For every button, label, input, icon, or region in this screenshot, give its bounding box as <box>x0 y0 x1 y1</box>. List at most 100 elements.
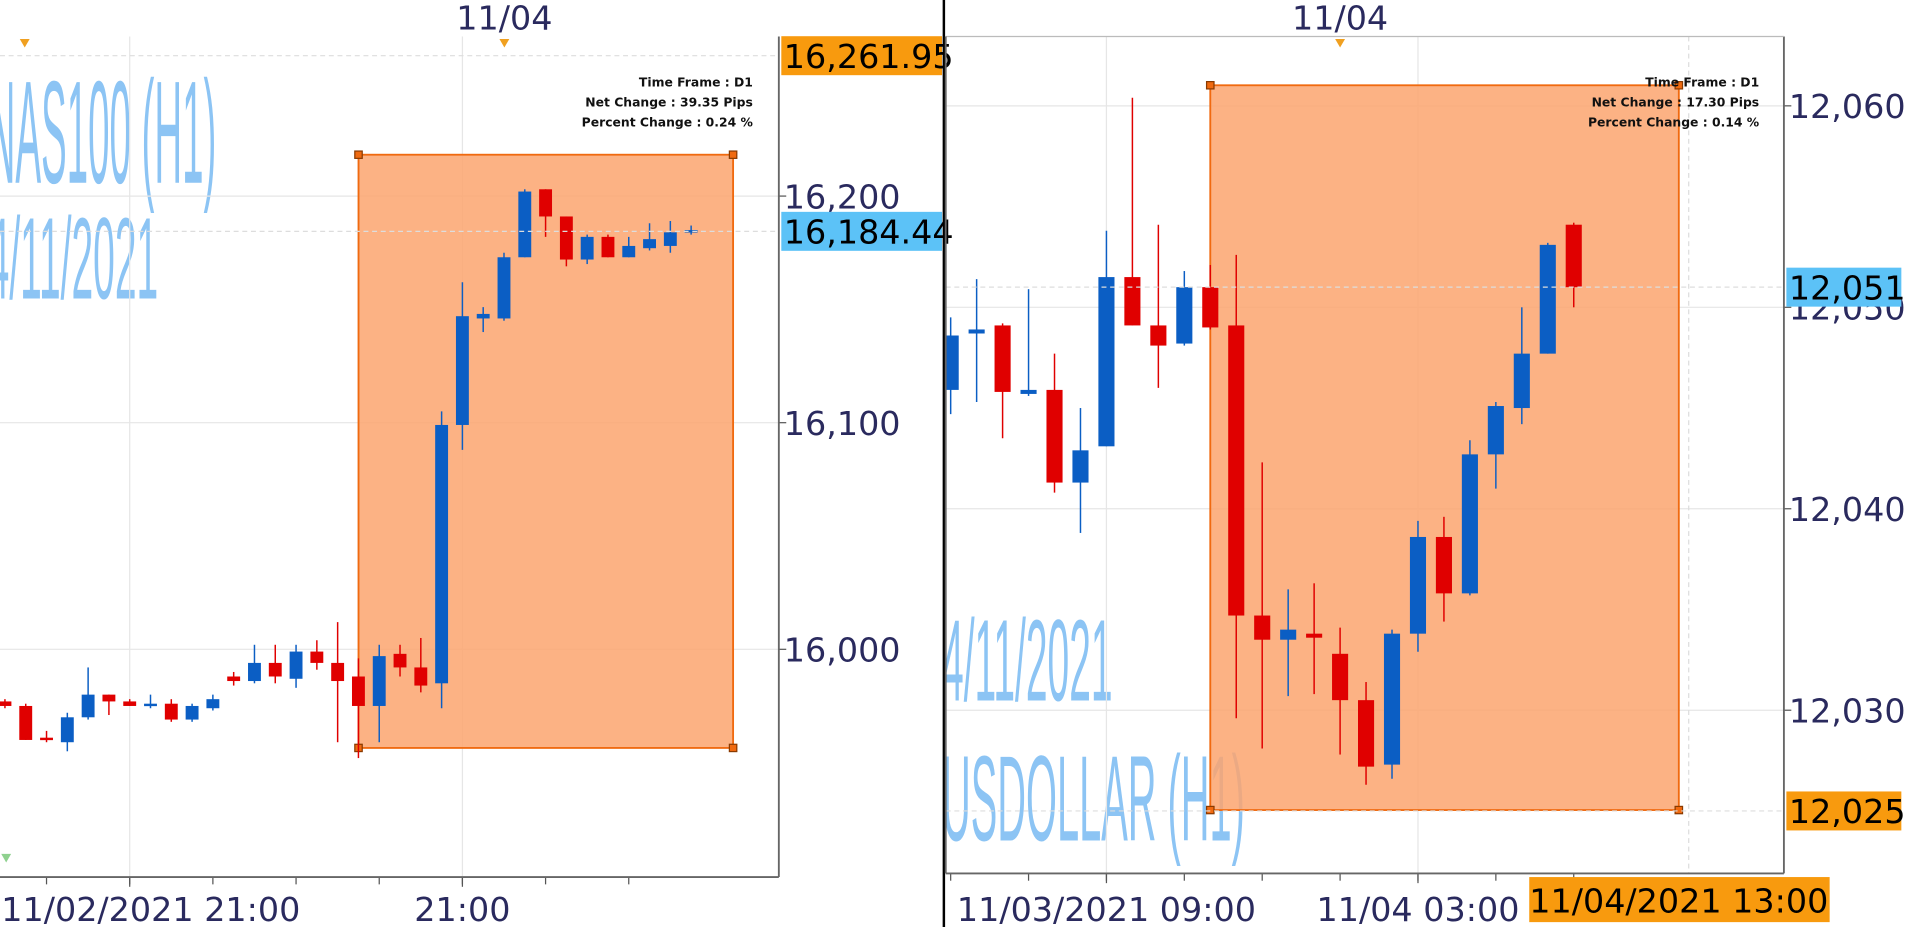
price-marker-label: 16,184.44 <box>784 213 954 252</box>
candle-body <box>539 189 553 217</box>
price-marker-box <box>781 211 943 251</box>
candle-body <box>372 656 386 706</box>
candle-body <box>1409 536 1427 634</box>
watermark: NAS100 (H1) <box>0 52 216 215</box>
candle-body <box>227 676 241 682</box>
range-box <box>1209 84 1680 811</box>
info-text: Time Frame : D1 <box>639 76 753 90</box>
y-tick-label: 12,030 <box>1789 692 1906 731</box>
candle-body <box>559 216 573 260</box>
candle-body <box>1254 615 1271 640</box>
candle-body <box>1202 287 1219 328</box>
candle-body <box>414 667 428 686</box>
time-marker-box <box>1529 877 1830 923</box>
candle-body <box>19 705 33 740</box>
candle-body <box>1383 633 1401 765</box>
time-marker-label: 11/04/2021 13:00 <box>1529 882 1828 921</box>
day-label: 11/04 <box>1292 0 1388 37</box>
price-marker-label: 16,261.95 <box>784 37 954 76</box>
candle-body <box>476 313 490 319</box>
candle-body <box>206 699 220 709</box>
candle-body <box>1332 653 1349 701</box>
candle-body <box>1150 325 1167 346</box>
plot-area: NAS100 (H1)4/11/2021 <box>0 36 779 878</box>
candle-body <box>81 694 95 718</box>
candle-body <box>1098 277 1115 447</box>
day-marker <box>1335 38 1346 48</box>
info-text: Net Change : 17.30 Pips <box>1592 96 1760 110</box>
box-handle <box>1674 81 1684 90</box>
box-handle <box>728 150 738 159</box>
box-handle <box>1205 805 1215 815</box>
candle-body <box>580 236 594 260</box>
candle-body <box>40 737 53 741</box>
candle-body <box>123 701 137 706</box>
x-tick-label: 11/03/2021 09:00 <box>957 890 1256 927</box>
candle-body <box>1435 536 1452 594</box>
candle-body <box>1020 389 1037 394</box>
watermark: USDOLLAR (H1) <box>942 731 1245 867</box>
info-text: Time Frame : D1 <box>1645 76 1759 90</box>
candle-body <box>684 230 698 233</box>
candle-body <box>1124 277 1141 326</box>
candle-body <box>268 662 282 677</box>
price-marker-box <box>1786 791 1902 831</box>
candle-body <box>351 676 365 706</box>
candle-body <box>1072 450 1089 483</box>
watermark: 4/11/2021 <box>942 595 1113 725</box>
range-box <box>357 153 735 749</box>
y-tick-label: 16,100 <box>784 404 901 443</box>
info-text: Percent Change : 0.14 % <box>1588 116 1759 130</box>
watermark: 4/11/2021 <box>0 193 158 323</box>
candle-body <box>164 703 178 720</box>
candle-body <box>455 316 469 425</box>
y-tick-label: 16,000 <box>784 631 901 670</box>
candle-body <box>622 245 636 258</box>
candle-body <box>289 651 303 679</box>
candle-body <box>1487 406 1504 455</box>
candle-body <box>144 703 157 707</box>
candle-body <box>994 325 1011 392</box>
x-tick-label: 11/04 03:00 <box>1317 890 1520 927</box>
candle-body <box>1513 353 1530 409</box>
candle-body <box>60 717 74 743</box>
candle-body <box>393 653 407 668</box>
candle-body <box>1228 325 1245 616</box>
price-marker-label: 12,051 <box>1789 269 1906 308</box>
candle-body <box>968 329 985 334</box>
day-marker <box>19 38 30 48</box>
y-tick-label: 12,060 <box>1789 87 1906 126</box>
signal-marker <box>1 853 12 863</box>
candle-body <box>1539 244 1556 354</box>
candle-body <box>1358 700 1375 767</box>
x-tick-label: 21:00 <box>414 890 510 927</box>
candle-body <box>643 239 656 249</box>
candle-body <box>663 232 677 246</box>
candle-body <box>1176 287 1193 344</box>
candle-body <box>0 701 12 706</box>
box-handle <box>354 150 363 159</box>
price-marker-label: 12,025 <box>1789 792 1906 831</box>
candle-body <box>601 236 615 258</box>
candle-body <box>1046 389 1063 483</box>
price-marker-box <box>1786 267 1902 307</box>
day-label: 11/04 <box>456 0 552 37</box>
candle-body <box>102 694 116 702</box>
x-tick-label: 11/02/2021 21:00 <box>1 890 300 927</box>
info-text: Net Change : 39.35 Pips <box>585 96 753 110</box>
day-marker <box>499 38 510 48</box>
candle-body <box>497 257 511 319</box>
box-handle <box>1205 81 1215 90</box>
candle-body <box>310 651 324 663</box>
candle-body <box>1565 224 1582 288</box>
candle-body <box>248 662 261 682</box>
candle-body <box>1461 454 1478 594</box>
box-handle <box>1674 805 1684 815</box>
candle-body <box>518 191 532 258</box>
y-tick-label: 16,200 <box>784 177 901 216</box>
candle-body <box>331 662 345 682</box>
candle-body <box>945 335 959 390</box>
candle-body <box>1280 629 1297 640</box>
